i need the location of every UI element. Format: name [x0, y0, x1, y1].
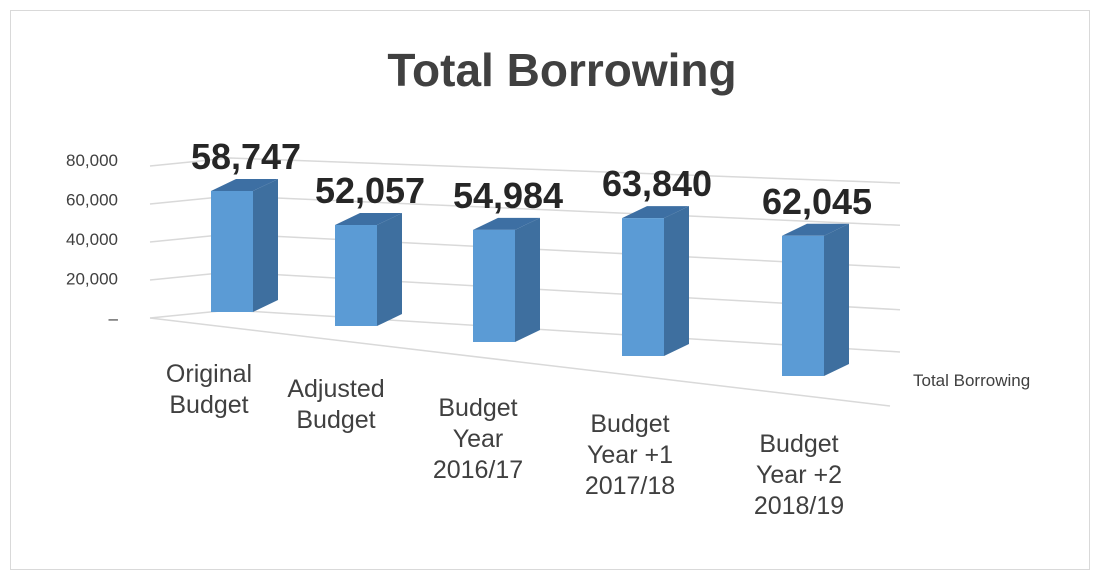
y-tick-label: 60,000 [66, 191, 118, 210]
y-tick-label: 20,000 [66, 270, 118, 289]
x-category-label: Year +2 [756, 461, 842, 489]
legend-entry: Total Borrowing [913, 371, 1030, 390]
bar-side [515, 217, 540, 342]
data-label: 52,057 [315, 170, 425, 211]
y-axis-ticks: – 20,000 40,000 60,000 80,000 [66, 151, 119, 328]
x-category-label: 2018/19 [754, 492, 844, 520]
bars [211, 178, 849, 376]
x-axis-labels: Original Budget Adjusted Budget Budget Year 20… [166, 360, 844, 520]
x-category-label: Budget [438, 394, 517, 422]
bar-top [335, 213, 402, 226]
bar-top [782, 223, 849, 236]
bar [622, 206, 689, 356]
x-category-label: 2016/17 [433, 456, 523, 484]
bar [211, 178, 278, 312]
data-label: 62,045 [762, 181, 872, 222]
bar-front [782, 235, 824, 376]
bar-side [253, 178, 278, 312]
bar-front [211, 190, 253, 312]
x-category-label: Budget [590, 410, 669, 438]
bar-side [377, 213, 402, 326]
y-tick-label: 40,000 [66, 230, 118, 249]
chart-title: Total Borrowing [387, 44, 736, 96]
bar-side [664, 206, 689, 356]
x-category-label: Budget [169, 391, 248, 419]
data-labels: 58,747 52,057 54,984 63,840 62,045 [191, 136, 872, 222]
floor-front-edge [149, 317, 891, 407]
x-category-label: 2017/18 [585, 472, 675, 500]
x-category-label: Budget [296, 406, 375, 434]
bar [335, 213, 402, 326]
bar [782, 223, 849, 376]
bar-front [473, 229, 515, 342]
x-category-label: Year [453, 425, 504, 453]
bar [473, 217, 540, 342]
data-label: 63,840 [602, 163, 712, 204]
y-tick-label: 80,000 [66, 151, 118, 170]
y-tick-label: – [109, 309, 119, 328]
data-label: 58,747 [191, 136, 301, 177]
bar-top [473, 217, 540, 230]
x-category-label: Year +1 [587, 441, 673, 469]
bar-front [622, 218, 664, 356]
x-category-label: Adjusted [287, 375, 384, 403]
bar-side [824, 223, 849, 376]
gridline [149, 157, 901, 184]
bar-top [211, 178, 278, 191]
x-category-label: Budget [759, 430, 838, 458]
bar-top [622, 206, 689, 219]
data-label: 54,984 [453, 175, 563, 216]
bar-front [335, 225, 377, 326]
x-category-label: Original [166, 360, 252, 388]
